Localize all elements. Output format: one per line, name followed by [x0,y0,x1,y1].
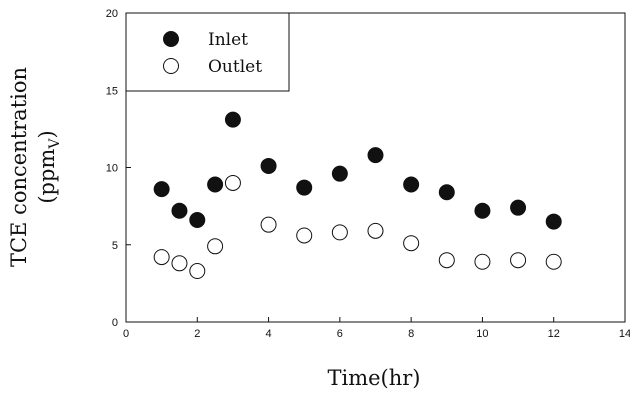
y-axis-title-subscript: V [47,138,63,150]
inlet-point [367,147,384,164]
y-axis-title-unit: (ppm [35,149,59,204]
outlet-point [207,238,224,255]
inlet-point [474,202,491,219]
y-axis-title-close: ) [35,130,59,138]
legend-marker-outlet [163,58,179,74]
x-tick-label: 6 [337,328,343,340]
y-tick-label: 10 [106,163,118,175]
data-points [153,111,562,280]
outlet-point [153,249,170,266]
inlet-point [171,202,188,219]
y-tick-label: 5 [112,240,118,252]
outlet-point [438,252,455,269]
inlet-point [224,111,241,128]
inlet-point [403,176,420,193]
legend-label-outlet: Outlet [208,57,262,77]
inlet-point [331,165,348,182]
outlet-point [171,255,188,272]
y-axis-title-line1: TCE concentration [7,67,31,267]
outlet-point [367,222,384,239]
x-tick-label: 4 [266,328,272,340]
x-tick-label: 12 [548,328,560,340]
inlet-point [510,199,527,216]
outlet-point [189,263,206,280]
y-tick-label: 15 [106,85,118,97]
legend-marker-inlet [163,31,179,47]
inlet-point [545,213,562,230]
x-tick-label: 10 [476,328,488,340]
inlet-point [260,157,277,174]
outlet-point [474,253,491,270]
legend: Inlet Outlet [125,12,290,92]
outlet-point [403,235,420,252]
x-tick-label: 14 [619,328,630,340]
outlet-point [260,216,277,233]
inlet-point [296,179,313,196]
inlet-point [438,184,455,201]
outlet-point [331,224,348,241]
inlet-point [189,212,206,229]
x-tick-label: 8 [408,328,414,340]
x-tick-label: 0 [123,328,129,340]
legend-label-inlet: Inlet [208,30,248,50]
outlet-point [510,252,527,269]
inlet-point [207,176,224,193]
x-axis-title: Time(hr) [327,366,420,390]
y-tick-label: 0 [112,317,118,329]
outlet-point [296,227,313,244]
outlet-point [545,253,562,270]
y-axis-title-line2: (ppmV) [35,130,63,203]
x-tick-label: 2 [194,328,200,340]
y-axis-title: TCE concentration (ppmV) [7,67,63,267]
y-tick-label: 20 [106,8,118,20]
inlet-point [153,181,170,198]
legend-box [125,12,290,92]
outlet-point [224,174,241,191]
